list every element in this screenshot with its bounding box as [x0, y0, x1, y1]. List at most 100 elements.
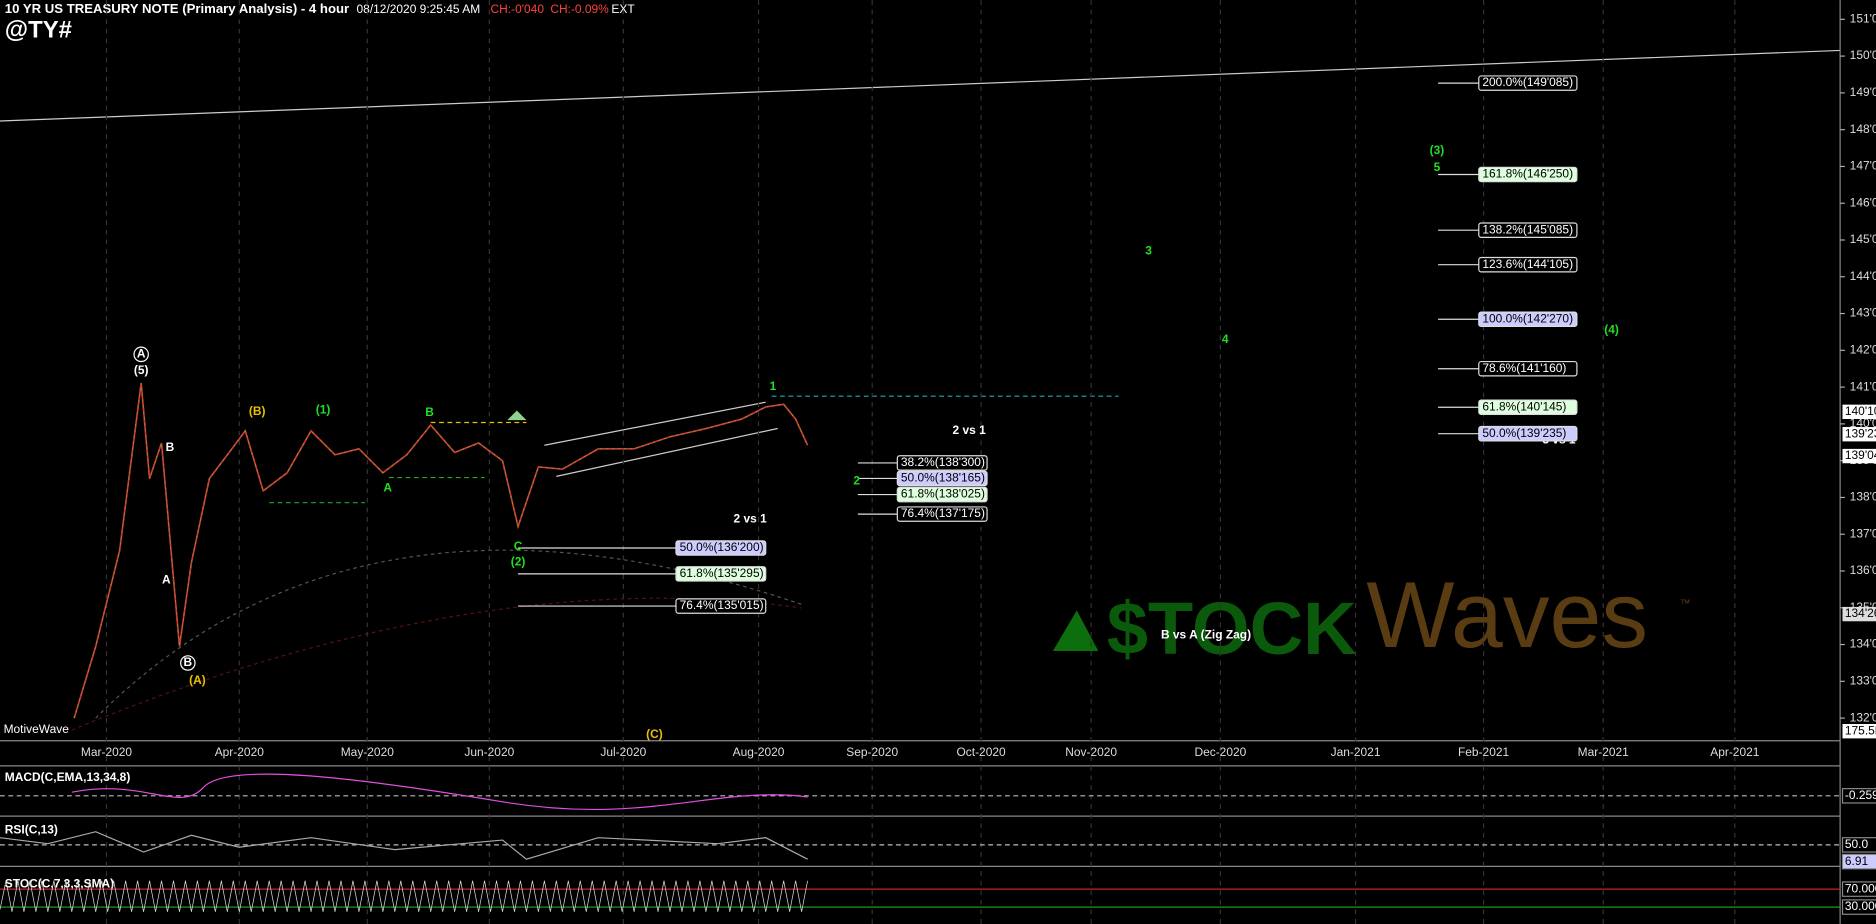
- y-tick-label: 146'000: [1850, 195, 1876, 209]
- indicator-tag-label: 30.0000: [1845, 899, 1876, 913]
- fib-label: 61.8%(138'025): [901, 487, 985, 501]
- wave-circle: [133, 346, 149, 363]
- indicator-name: MACD(C,EMA,13,34,8): [5, 770, 131, 784]
- brand: MotiveWave: [4, 722, 70, 736]
- fib-box: [1478, 311, 1578, 328]
- fib-label: 50.0%(139'235): [1482, 426, 1566, 440]
- fib-label: 138.2%(145'085): [1482, 222, 1573, 236]
- timestamp: 08/12/2020 9:25:45 AM: [357, 2, 481, 16]
- channel-bottom: [556, 427, 778, 477]
- x-tick-label: Jan-2021: [1331, 745, 1381, 759]
- wave-label: (4): [1604, 323, 1619, 337]
- indicator-tag-label: 6.91: [1845, 854, 1869, 868]
- y-tick-label: 141'000: [1850, 379, 1876, 393]
- indicator-name: RSI(C,13): [5, 823, 58, 837]
- y-tick-label: 147'000: [1850, 159, 1876, 173]
- indicator-tag: [1841, 881, 1876, 897]
- fib-label: 200.0%(149'085): [1482, 75, 1573, 89]
- fib-box: [1478, 425, 1578, 442]
- fib-box: [675, 598, 767, 614]
- indicator-tag-label: -0.259: [1845, 788, 1876, 802]
- footer: motivewave.com: [1802, 911, 1873, 922]
- price-tag-label: 139'230: [1845, 426, 1876, 440]
- fib-box: [1478, 222, 1578, 238]
- watermark: $TOCK: [1107, 587, 1357, 670]
- wave-label: (C): [646, 727, 663, 741]
- fib-box: [896, 506, 988, 522]
- price-tag-label: 140'105: [1845, 404, 1876, 418]
- watermark: Waves: [1366, 563, 1648, 667]
- wave-label: (2): [511, 555, 526, 569]
- fib-title: 2 vs 1: [952, 423, 986, 437]
- fib-label: 161.8%(146'250): [1482, 167, 1573, 181]
- x-tick-label: Mar-2021: [1578, 745, 1630, 759]
- wave-label: (3): [1430, 143, 1445, 157]
- x-tick-label: Apr-2021: [1710, 745, 1760, 759]
- wave-label: (5): [134, 363, 149, 377]
- rsi-line: [0, 831, 808, 860]
- x-tick-label: Feb-2021: [1458, 745, 1510, 759]
- y-tick-label: 140'000: [1850, 416, 1876, 430]
- watermark: ™: [1680, 598, 1691, 610]
- fib-title: 2 vs 1: [734, 512, 768, 526]
- y-tick-label: 137'000: [1850, 526, 1876, 540]
- wave-label: (B): [249, 404, 266, 418]
- moving-average: [95, 549, 802, 719]
- x-tick-label: Mar-2020: [81, 745, 133, 759]
- price-line-overlay: [73, 382, 808, 719]
- channel-top: [544, 401, 766, 446]
- wave-label: (A): [189, 673, 206, 687]
- indicator-tag: [1841, 899, 1876, 915]
- fib-label: 61.8%(135'295): [680, 566, 764, 580]
- fib-box: [896, 470, 988, 487]
- wave-label: A: [383, 480, 392, 494]
- x-tick-label: May-2020: [341, 745, 395, 759]
- x-tick-label: Jun-2020: [464, 745, 514, 759]
- macd-line: [71, 773, 808, 811]
- y-tick-label: 138'000: [1850, 490, 1876, 504]
- symbol: @TY#: [5, 17, 72, 44]
- wave-circle: [180, 655, 196, 671]
- fib-box: [1478, 399, 1578, 415]
- wave-label: B vs A (Zig Zag): [1161, 628, 1251, 642]
- x-tick-label: Sep-2020: [846, 745, 898, 759]
- y-tick-label: 132'000: [1850, 710, 1876, 724]
- title: 10 YR US TREASURY NOTE (Primary Analysis…: [5, 1, 349, 16]
- price-tag: [1842, 606, 1876, 622]
- fib-label: 38.2%(138'300): [901, 455, 985, 469]
- x-tick-label: Nov-2020: [1065, 745, 1117, 759]
- fib-label: 61.8%(140'145): [1482, 399, 1566, 413]
- fib-box: [675, 540, 767, 556]
- y-tick-label: 149'000: [1850, 85, 1876, 99]
- y-tick-label: 142'000: [1850, 342, 1876, 356]
- price-tag-label: 139'040: [1845, 448, 1876, 462]
- x-tick-label: Apr-2020: [215, 745, 265, 759]
- price-tag: [1842, 448, 1876, 464]
- fib-box: [896, 486, 988, 503]
- session: EXT: [611, 2, 635, 16]
- y-tick-label: 143'000: [1850, 306, 1876, 320]
- volume-tag-label: 175.5K: [1845, 723, 1876, 737]
- stoch-line: [0, 880, 808, 912]
- wave-label: B: [184, 655, 193, 669]
- indicator-tag: [1841, 788, 1876, 804]
- fib-box: [1478, 166, 1578, 183]
- fib-label: 50.0%(138'165): [901, 471, 985, 485]
- watermark-logo: [1052, 610, 1099, 652]
- fib-box: [675, 566, 767, 582]
- fib-label: 100.0%(142'270): [1482, 311, 1573, 325]
- price-tag-label: 134'265: [1845, 606, 1876, 620]
- change: CH:-0'040: [491, 2, 545, 16]
- indicator-tag-label: 50.0: [1845, 837, 1869, 851]
- wave-label: A: [162, 573, 171, 587]
- indicator-tag: [1841, 837, 1876, 853]
- trendline: [0, 49, 1841, 122]
- indicator-name: STOC(C,7,3,3,SMA): [5, 876, 114, 890]
- indicator-tag: [1841, 853, 1876, 870]
- fib-label: 78.6%(141'160): [1482, 361, 1566, 375]
- wave-label: B: [166, 440, 175, 454]
- y-tick-label: 151'000: [1850, 11, 1876, 25]
- change-pct: CH:-0.09%: [550, 2, 609, 16]
- wave-label: C: [514, 539, 523, 553]
